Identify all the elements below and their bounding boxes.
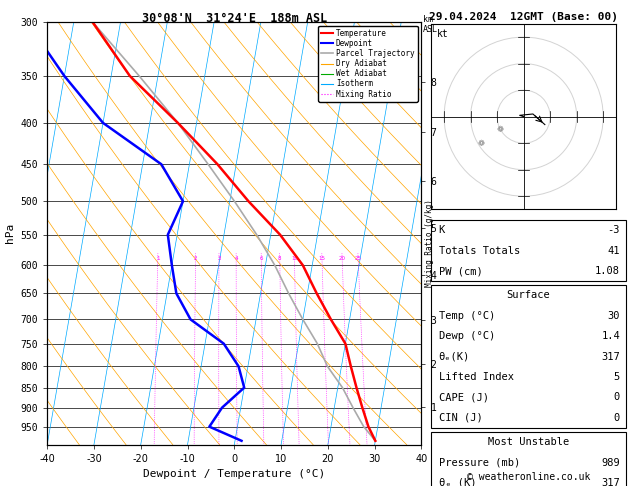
Text: 41: 41 [608,245,620,256]
Text: ❁: ❁ [496,125,503,135]
Text: © weatheronline.co.uk: © weatheronline.co.uk [467,472,590,482]
Text: Totals Totals: Totals Totals [438,245,520,256]
Text: Most Unstable: Most Unstable [487,437,569,447]
Text: Pressure (mb): Pressure (mb) [438,457,520,468]
Text: 5: 5 [614,372,620,382]
Text: CIN (J): CIN (J) [438,413,482,423]
Text: θₑ(K): θₑ(K) [438,351,470,362]
Text: PW (cm): PW (cm) [438,266,482,276]
Text: Lifted Index: Lifted Index [438,372,514,382]
Bar [431,432,626,486]
Text: 6: 6 [260,256,263,261]
X-axis label: Dewpoint / Temperature (°C): Dewpoint / Temperature (°C) [143,469,325,479]
Legend: Temperature, Dewpoint, Parcel Trajectory, Dry Adiabat, Wet Adiabat, Isotherm, Mi: Temperature, Dewpoint, Parcel Trajectory… [318,26,418,102]
Bar [431,285,626,428]
Text: km
ASL: km ASL [423,15,438,34]
Text: 317: 317 [601,351,620,362]
Text: 2: 2 [194,256,198,261]
Text: kt: kt [437,30,448,39]
Text: -3: -3 [608,225,620,235]
Text: 1: 1 [156,256,159,261]
Text: θₑ (K): θₑ (K) [438,478,476,486]
Text: 1.08: 1.08 [595,266,620,276]
Text: Surface: Surface [506,290,550,300]
Text: 30: 30 [608,311,620,321]
Text: CAPE (J): CAPE (J) [438,392,489,402]
Text: 20: 20 [339,256,346,261]
Text: 1.4: 1.4 [601,331,620,341]
Bar [431,220,626,281]
Text: 989: 989 [601,457,620,468]
Text: 4: 4 [235,256,238,261]
Text: Mixing Ratio (g/kg): Mixing Ratio (g/kg) [425,199,434,287]
Text: 10: 10 [291,256,298,261]
Text: 8: 8 [278,256,282,261]
Text: 29.04.2024  12GMT (Base: 00): 29.04.2024 12GMT (Base: 00) [429,12,618,22]
Text: 3: 3 [217,256,221,261]
Text: K: K [438,225,445,235]
Text: 0: 0 [614,413,620,423]
Text: 15: 15 [318,256,326,261]
Text: 0: 0 [614,392,620,402]
Y-axis label: hPa: hPa [5,223,15,243]
Text: 30°08'N  31°24'E  188m ASL: 30°08'N 31°24'E 188m ASL [142,12,327,25]
Text: Dewp (°C): Dewp (°C) [438,331,495,341]
Text: 25: 25 [355,256,362,261]
Text: ❁: ❁ [478,139,485,148]
Text: Temp (°C): Temp (°C) [438,311,495,321]
Text: 317: 317 [601,478,620,486]
